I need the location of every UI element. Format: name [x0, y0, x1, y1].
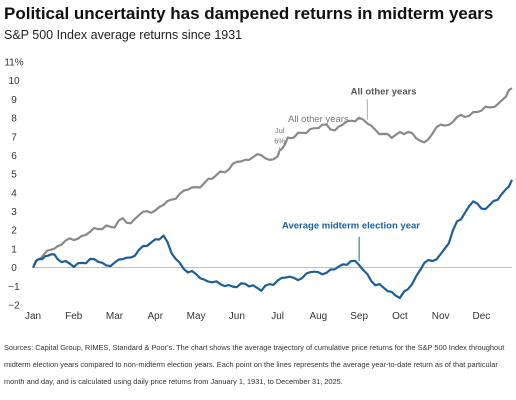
series-line-midterm-year — [31, 179, 514, 300]
y-tick-label: 5 — [11, 170, 17, 181]
x-tick-label: Nov — [432, 311, 450, 322]
chart-title: Political uncertainty has dampened retur… — [4, 4, 494, 23]
annotation-jul-value: 6% — [274, 136, 285, 145]
annotation-midterm-year: Average midterm election year — [282, 220, 420, 231]
x-tick-label: Sep — [350, 311, 368, 322]
x-tick-label: Jul — [271, 311, 284, 322]
chart-subtitle: S&P 500 Index average returns since 1931 — [4, 28, 243, 42]
y-tick-label: 9 — [11, 95, 17, 106]
x-tick-label: Oct — [392, 311, 408, 322]
y-tick-label: 8 — [11, 114, 17, 125]
x-tick-label: Aug — [309, 311, 327, 322]
series-layer — [31, 87, 514, 300]
y-tick-label: 2 — [11, 226, 17, 237]
y-tick-label: 10 — [8, 76, 20, 87]
y-axis: −2 −1 0 1 2 3 4 5 6 7 8 9 10 11% — [4, 58, 23, 312]
annotation-jul-label: Jul — [275, 126, 285, 135]
y-tick-label: −1 — [8, 282, 20, 293]
y-tick-label: 11% — [4, 58, 23, 69]
line-chart: −2 −1 0 1 2 3 4 5 6 7 8 9 10 11% Jan Feb Mar Apr May Jun Ju… — [4, 58, 514, 322]
y-tick-label: 1 — [11, 244, 17, 255]
y-tick-label: 3 — [11, 207, 17, 218]
y-tick-label: 0 — [11, 263, 17, 274]
annotation-all-other-years: All other years — [351, 87, 417, 98]
y-tick-label: 6 — [11, 151, 17, 162]
x-tick-label: Jun — [229, 311, 245, 322]
y-tick-label: 7 — [11, 132, 17, 143]
x-tick-label: Mar — [106, 311, 124, 322]
x-tick-label: Dec — [473, 311, 491, 322]
series-line-all-other-years — [32, 87, 513, 269]
x-tick-label: May — [187, 311, 206, 322]
y-tick-label: 4 — [11, 188, 17, 199]
x-tick-label: Feb — [65, 311, 83, 322]
x-axis: Jan Feb Mar Apr May Jun Jul Aug Sep Oct Nov Dec — [25, 311, 490, 322]
annotation-all-other-years-jul: All other years — [288, 114, 349, 125]
y-tick-label: −2 — [8, 301, 20, 312]
x-tick-label: Jan — [25, 311, 41, 322]
x-tick-label: Apr — [148, 311, 164, 322]
sources-note: Sources: Capital Group, RIMES, Standard … — [4, 343, 505, 386]
